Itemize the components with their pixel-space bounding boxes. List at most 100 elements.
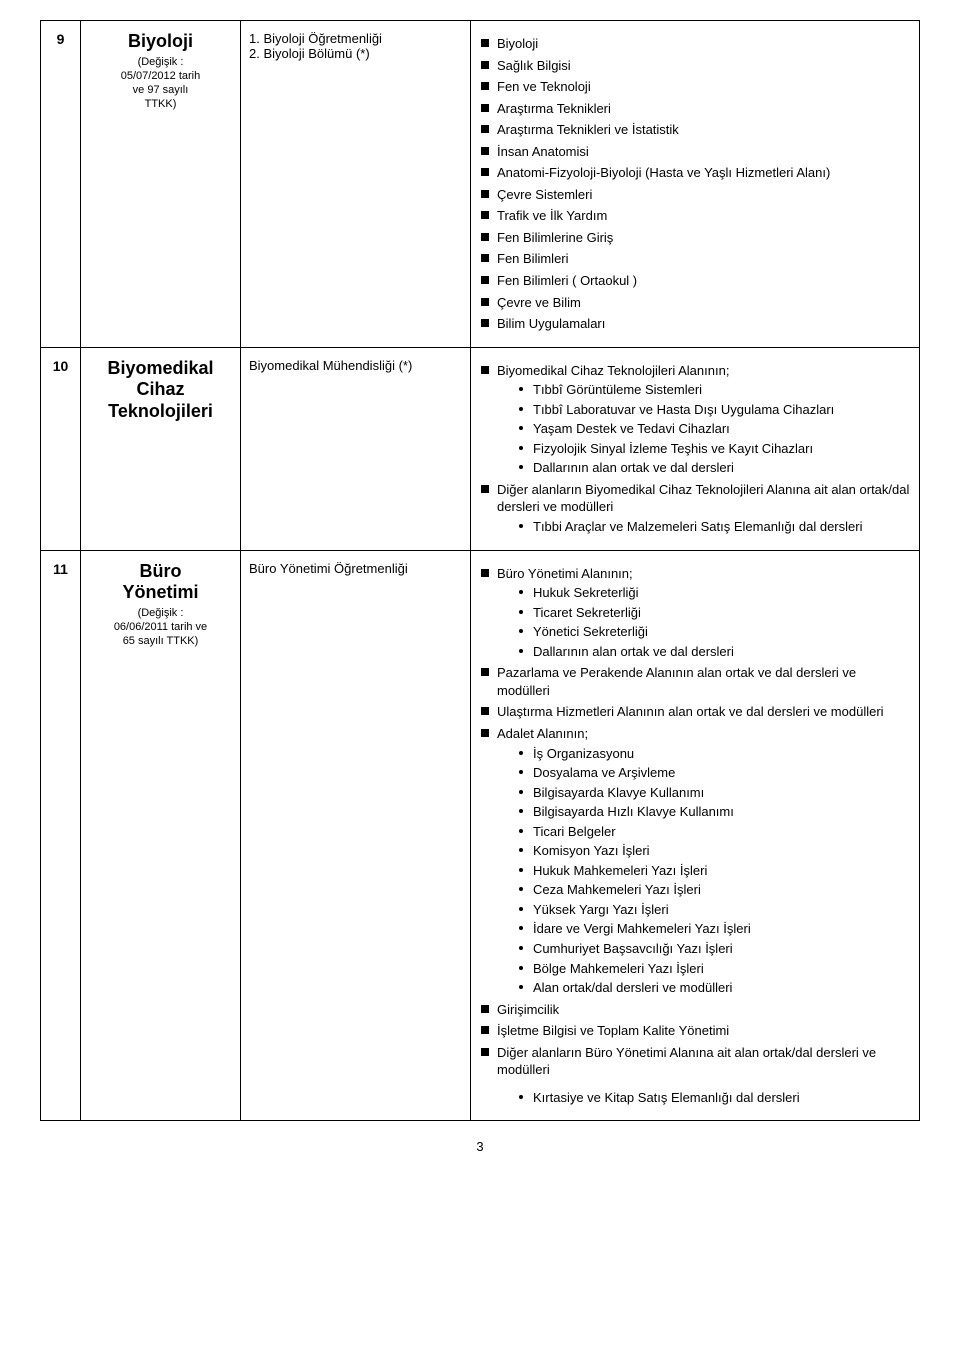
outcome-item: Fen Bilimleri [479, 250, 911, 268]
outcome-list: Büro Yönetimi Alanının; Hukuk Sekreterli… [479, 565, 911, 1107]
outcomes-cell: Biyoloji Sağlık Bilgisi Fen ve Teknoloji… [471, 21, 920, 348]
outcome-head: Biyomedikal Cihaz Teknolojileri Alanının… [497, 363, 729, 378]
outcome-subitem: Yüksek Yargı Yazı İşleri [519, 901, 911, 919]
area-sub-line: (Değişik : [138, 607, 184, 619]
outcome-block: Diğer alanların Biyomedikal Cihaz Teknol… [479, 481, 911, 536]
outcome-item: Trafik ve İlk Yardım [479, 207, 911, 225]
area-sub-line: 05/07/2012 tarih [121, 70, 201, 82]
outcome-head: Büro Yönetimi Alanının; [497, 566, 633, 581]
table-row: 10 Biyomedikal Cihaz Teknolojileri Biyom… [41, 347, 920, 550]
outcome-subitem: Fizyolojik Sinyal İzleme Teşhis ve Kayıt… [519, 440, 911, 458]
outcome-sublist: İş Organizasyonu Dosyalama ve Arşivleme … [497, 745, 911, 997]
row-number: 11 [41, 550, 81, 1121]
outcome-item: Anatomi-Fizyoloji-Biyoloji (Hasta ve Yaş… [479, 164, 911, 182]
outcome-subitem: Tıbbi Araçlar ve Malzemeleri Satış Elema… [519, 518, 911, 536]
row-number: 9 [41, 21, 81, 348]
area-sub-line: 06/06/2011 tarih ve [114, 621, 207, 633]
outcome-item: Sağlık Bilgisi [479, 57, 911, 75]
area-sub: (Değişik : 06/06/2011 tarih ve 65 sayılı… [89, 606, 232, 649]
area-title: Biyoloji [89, 31, 232, 53]
outcome-list: Biyoloji Sağlık Bilgisi Fen ve Teknoloji… [479, 35, 911, 333]
outcome-sublist: Tıbbi Araçlar ve Malzemeleri Satış Elema… [497, 518, 911, 536]
outcome-subitem: Dallarının alan ortak ve dal dersleri [519, 643, 911, 661]
area-sub: (Değişik : 05/07/2012 tarih ve 97 sayılı… [89, 55, 232, 112]
program-line: Biyomedikal Mühendisliği (*) [249, 358, 462, 373]
outcome-head: Diğer alanların Biyomedikal Cihaz Teknol… [497, 482, 909, 515]
area-sub-line: (Değişik : [138, 56, 184, 68]
outcome-block: Pazarlama ve Perakende Alanının alan ort… [479, 664, 911, 699]
outcome-head: Pazarlama ve Perakende Alanının alan ort… [497, 665, 856, 698]
table-row: 9 Biyoloji (Değişik : 05/07/2012 tarih v… [41, 21, 920, 348]
outcome-subitem: Bilgisayarda Klavye Kullanımı [519, 784, 911, 802]
area-title: Biyomedikal Cihaz Teknolojileri [89, 358, 232, 423]
area-cell: Biyoloji (Değişik : 05/07/2012 tarih ve … [81, 21, 241, 348]
outcome-sublist: Kırtasiye ve Kitap Satış Elemanlığı dal … [497, 1089, 911, 1107]
outcome-subitem: Alan ortak/dal dersleri ve modülleri [519, 979, 911, 997]
page-number: 3 [40, 1139, 920, 1154]
outcome-item: Araştırma Teknikleri ve İstatistik [479, 121, 911, 139]
outcomes-cell: Büro Yönetimi Alanının; Hukuk Sekreterli… [471, 550, 920, 1121]
outcome-subitem: İdare ve Vergi Mahkemeleri Yazı İşleri [519, 920, 911, 938]
outcome-block: Ulaştırma Hizmetleri Alanının alan ortak… [479, 703, 911, 721]
outcome-block: Adalet Alanının; İş Organizasyonu Dosyal… [479, 725, 911, 997]
outcome-item: Çevre ve Bilim [479, 294, 911, 312]
outcome-head: İşletme Bilgisi ve Toplam Kalite Yönetim… [497, 1023, 729, 1038]
outcome-subitem: Yönetici Sekreterliği [519, 623, 911, 641]
program-line: Büro Yönetimi Öğretmenliği [249, 561, 462, 576]
outcome-item: Bilim Uygulamaları [479, 315, 911, 333]
outcome-subitem: Tıbbî Görüntüleme Sistemleri [519, 381, 911, 399]
area-title-line: Büro [140, 561, 182, 581]
outcome-sublist: Tıbbî Görüntüleme Sistemleri Tıbbî Labor… [497, 381, 911, 477]
program-cell: Büro Yönetimi Öğretmenliği [241, 550, 471, 1121]
outcome-item: İnsan Anatomisi [479, 143, 911, 161]
outcome-head: Girişimcilik [497, 1002, 559, 1017]
outcome-subitem: Kırtasiye ve Kitap Satış Elemanlığı dal … [519, 1089, 911, 1107]
outcome-sublist: Hukuk Sekreterliği Ticaret Sekreterliği … [497, 584, 911, 660]
area-sub-line: 65 sayılı TTKK) [123, 635, 199, 647]
outcome-item: Fen ve Teknoloji [479, 78, 911, 96]
outcome-subitem: Ticari Belgeler [519, 823, 911, 841]
document-page: 9 Biyoloji (Değişik : 05/07/2012 tarih v… [0, 0, 960, 1194]
outcome-block: Büro Yönetimi Alanının; Hukuk Sekreterli… [479, 565, 911, 661]
outcome-subitem: Ceza Mahkemeleri Yazı İşleri [519, 881, 911, 899]
area-cell: Büro Yönetimi (Değişik : 06/06/2011 tari… [81, 550, 241, 1121]
outcome-subitem: Cumhuriyet Başsavcılığı Yazı İşleri [519, 940, 911, 958]
outcome-head: Diğer alanların Büro Yönetimi Alanına ai… [497, 1045, 876, 1078]
outcome-item: Araştırma Teknikleri [479, 100, 911, 118]
curriculum-table: 9 Biyoloji (Değişik : 05/07/2012 tarih v… [40, 20, 920, 1121]
outcome-block: Diğer alanların Büro Yönetimi Alanına ai… [479, 1044, 911, 1107]
table-row: 11 Büro Yönetimi (Değişik : 06/06/2011 t… [41, 550, 920, 1121]
outcome-item: Fen Bilimleri ( Ortaokul ) [479, 272, 911, 290]
outcome-subitem: İş Organizasyonu [519, 745, 911, 763]
outcome-subitem: Bölge Mahkemeleri Yazı İşleri [519, 960, 911, 978]
outcome-head: Ulaştırma Hizmetleri Alanının alan ortak… [497, 704, 884, 719]
area-sub-line: TTKK) [145, 98, 177, 110]
outcome-subitem: Hukuk Mahkemeleri Yazı İşleri [519, 862, 911, 880]
program-line: 2. Biyoloji Bölümü (*) [249, 46, 462, 61]
area-cell: Biyomedikal Cihaz Teknolojileri [81, 347, 241, 550]
outcome-subitem: Dosyalama ve Arşivleme [519, 764, 911, 782]
outcome-block: İşletme Bilgisi ve Toplam Kalite Yönetim… [479, 1022, 911, 1040]
area-sub-line: ve 97 sayılı [133, 84, 189, 96]
outcomes-cell: Biyomedikal Cihaz Teknolojileri Alanının… [471, 347, 920, 550]
outcome-subitem: Hukuk Sekreterliği [519, 584, 911, 602]
outcome-subitem: Ticaret Sekreterliği [519, 604, 911, 622]
program-line: 1. Biyoloji Öğretmenliği [249, 31, 462, 46]
outcome-item: Fen Bilimlerine Giriş [479, 229, 911, 247]
outcome-subitem: Tıbbî Laboratuvar ve Hasta Dışı Uygulama… [519, 401, 911, 419]
area-title-line: Biyomedikal [107, 358, 213, 378]
row-number: 10 [41, 347, 81, 550]
outcome-list: Biyomedikal Cihaz Teknolojileri Alanının… [479, 362, 911, 536]
area-title-line: Teknolojileri [108, 401, 213, 421]
outcome-subitem: Komisyon Yazı İşleri [519, 842, 911, 860]
outcome-item: Biyoloji [479, 35, 911, 53]
outcome-item: Çevre Sistemleri [479, 186, 911, 204]
outcome-block: Biyomedikal Cihaz Teknolojileri Alanının… [479, 362, 911, 477]
area-title-line: Yönetimi [122, 582, 198, 602]
program-cell: 1. Biyoloji Öğretmenliği 2. Biyoloji Böl… [241, 21, 471, 348]
area-title-line: Cihaz [136, 379, 184, 399]
outcome-subitem: Bilgisayarda Hızlı Klavye Kullanımı [519, 803, 911, 821]
outcome-subitem: Dallarının alan ortak ve dal dersleri [519, 459, 911, 477]
program-cell: Biyomedikal Mühendisliği (*) [241, 347, 471, 550]
outcome-block: Girişimcilik [479, 1001, 911, 1019]
